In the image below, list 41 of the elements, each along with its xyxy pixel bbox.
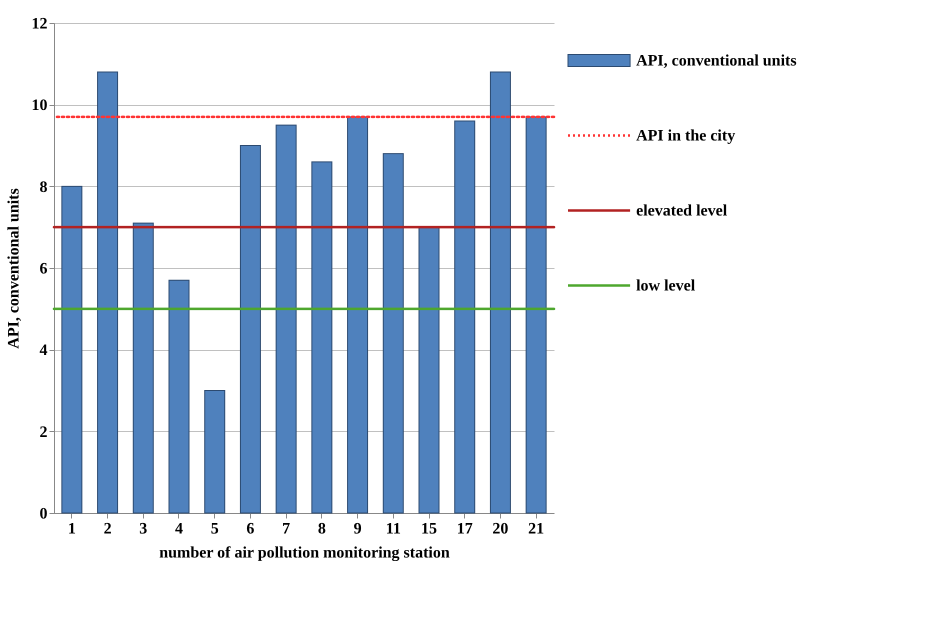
legend-label: low level bbox=[636, 278, 696, 294]
x-tick-label: 7 bbox=[282, 520, 290, 538]
bar bbox=[347, 116, 368, 514]
legend-label: elevated level bbox=[636, 202, 728, 220]
x-tick-label: 21 bbox=[528, 520, 544, 538]
bar bbox=[168, 280, 190, 514]
y-tick-label: 10 bbox=[32, 97, 48, 114]
x-tick-label: 5 bbox=[210, 520, 219, 538]
x-tick-label: 1 bbox=[68, 520, 76, 538]
bar bbox=[204, 390, 226, 514]
x-tick-label: 6 bbox=[246, 520, 254, 538]
x-tick-label: 17 bbox=[456, 520, 473, 538]
bar bbox=[240, 145, 261, 514]
bar bbox=[418, 226, 440, 514]
x-tick-label: 15 bbox=[421, 520, 437, 538]
x-tick-label: 20 bbox=[492, 520, 508, 538]
bar bbox=[61, 186, 82, 514]
legend-label: API in the city bbox=[636, 128, 736, 144]
y-tick-label: 8 bbox=[40, 178, 48, 196]
y-tick-label: 12 bbox=[32, 16, 48, 32]
bar bbox=[132, 222, 154, 514]
x-tick-label: 3 bbox=[139, 520, 148, 538]
y-axis-title: API, conventional units bbox=[6, 188, 22, 349]
y-tick-label: 0 bbox=[40, 506, 48, 522]
x-tick-label: 9 bbox=[354, 520, 362, 538]
bar bbox=[311, 161, 332, 514]
x-tick-label: 2 bbox=[104, 520, 112, 538]
y-tick-label: 6 bbox=[40, 260, 48, 278]
y-tick-label: 2 bbox=[40, 424, 48, 441]
x-axis-title: number of air pollution monitoring station bbox=[159, 544, 450, 562]
x-tick-label: 11 bbox=[386, 520, 401, 538]
bar bbox=[382, 153, 404, 514]
bar bbox=[490, 72, 511, 514]
bar bbox=[97, 72, 118, 514]
legend-label: API, conventional units bbox=[636, 52, 797, 70]
x-tick-label: 4 bbox=[175, 520, 183, 538]
y-tick-label: 4 bbox=[40, 342, 48, 360]
bar bbox=[276, 124, 297, 514]
bar bbox=[454, 120, 476, 514]
x-tick-label: 8 bbox=[318, 520, 326, 538]
bar bbox=[526, 116, 547, 514]
